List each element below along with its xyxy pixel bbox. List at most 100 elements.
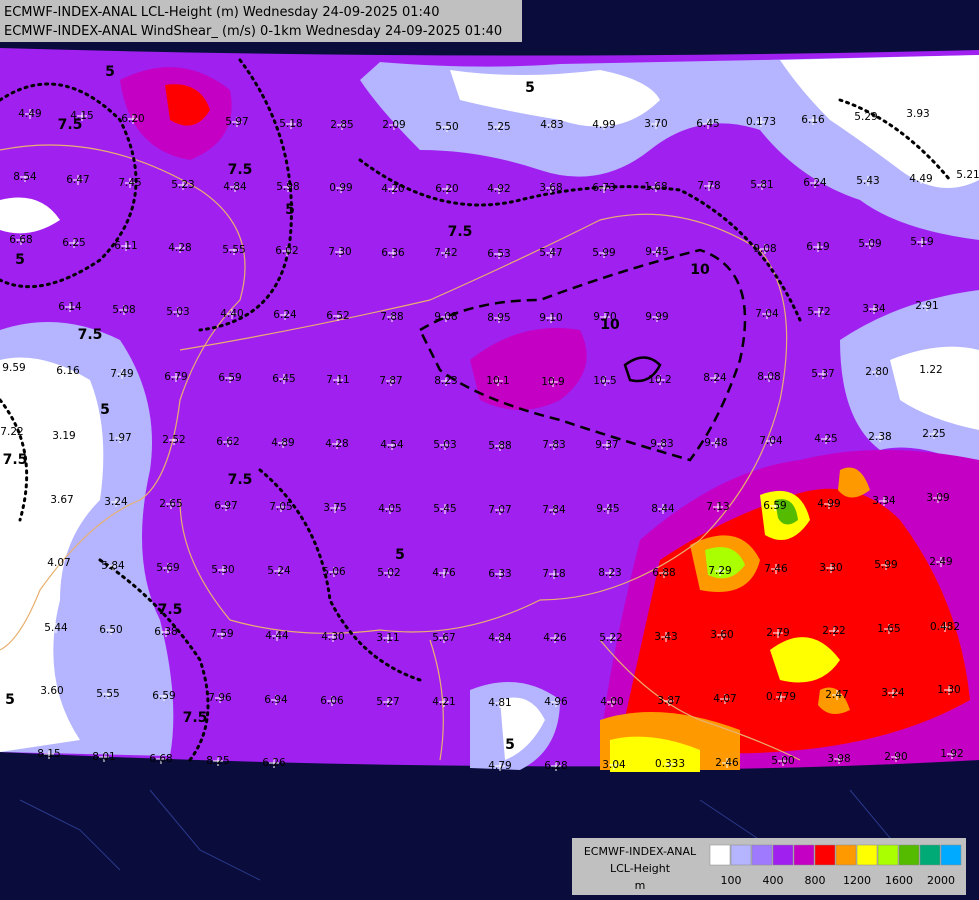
station-marker xyxy=(59,431,69,441)
station-marker xyxy=(119,305,129,315)
station-value: 1.65 xyxy=(877,623,900,635)
station-value: 6.68 xyxy=(9,234,32,246)
station-marker xyxy=(821,434,831,444)
station-marker xyxy=(546,183,556,193)
station-marker xyxy=(869,304,879,314)
legend-tick-label: 2000 xyxy=(927,874,955,887)
station-value: 3.19 xyxy=(52,430,75,442)
station-marker xyxy=(713,502,723,512)
station-marker xyxy=(861,112,871,122)
station-marker xyxy=(916,174,926,184)
station-value: 6.33 xyxy=(488,568,511,580)
contour-label: 5 xyxy=(15,252,25,268)
station-marker xyxy=(832,690,842,700)
station-value: 5.99 xyxy=(592,247,615,259)
legend-swatch xyxy=(730,844,752,866)
contour-label: 5 xyxy=(525,80,535,96)
station-value: 5.50 xyxy=(435,121,458,133)
station-marker xyxy=(332,439,342,449)
station-value: 8.23 xyxy=(434,375,457,387)
station-value: 10.2 xyxy=(648,374,671,386)
station-marker xyxy=(178,180,188,190)
station-marker xyxy=(108,561,118,571)
station-value: 6.11 xyxy=(114,240,137,252)
station-value: 5.84 xyxy=(101,560,125,572)
station-marker xyxy=(933,493,943,503)
legend: 100 400 800 1200 1600 2000 xyxy=(709,844,962,887)
station-marker xyxy=(495,761,505,771)
station-marker xyxy=(704,181,714,191)
basemap-lines xyxy=(19,789,901,881)
station-marker xyxy=(609,760,619,770)
station-value: 5.19 xyxy=(910,236,933,248)
station-marker xyxy=(230,182,240,192)
field-shading xyxy=(0,55,979,772)
station-marker xyxy=(947,749,957,759)
station-value: 9.10 xyxy=(539,312,562,324)
station-marker xyxy=(495,633,505,643)
station-marker xyxy=(389,120,399,130)
station-value: 3.68 xyxy=(539,182,562,194)
station-value: 4.54 xyxy=(380,439,404,451)
station-value: 6.50 xyxy=(99,624,122,636)
station-marker xyxy=(439,697,449,707)
station-value: 5.23 xyxy=(171,179,194,191)
station-marker xyxy=(922,301,932,311)
borders xyxy=(0,144,801,761)
station-value: 3.60 xyxy=(40,685,63,697)
station-marker xyxy=(810,178,820,188)
station-value: 6.47 xyxy=(66,174,89,186)
station-value: 4.44 xyxy=(265,630,289,642)
station-value: 4.49 xyxy=(18,108,41,120)
station-value: 5.99 xyxy=(874,559,897,571)
station-value: 6.14 xyxy=(58,301,82,313)
station-marker xyxy=(808,115,818,125)
station-marker xyxy=(703,119,713,129)
contour-label: 7.5 xyxy=(228,162,253,178)
station-marker xyxy=(223,437,233,447)
station-marker xyxy=(440,504,450,514)
station-marker xyxy=(778,756,788,766)
station-marker xyxy=(286,119,296,129)
station-value: 1.97 xyxy=(108,432,131,444)
station-marker xyxy=(917,237,927,247)
station-marker xyxy=(385,504,395,514)
station-value: 4.76 xyxy=(432,567,456,579)
station-marker xyxy=(103,689,113,699)
station-marker xyxy=(229,245,239,255)
station-value: 4.92 xyxy=(487,183,510,195)
station-marker xyxy=(818,369,828,379)
station-value: 5.44 xyxy=(44,622,68,634)
station-value: 7.05 xyxy=(269,501,292,513)
station-marker xyxy=(439,568,449,578)
station-value: 5.37 xyxy=(811,368,834,380)
station-value: 4.81 xyxy=(488,697,511,709)
station-value: 6.24 xyxy=(273,309,297,321)
contour-labels: 5 7.5 5 7.5 7.5 5 5 7.5 10 10 7.5 5 7.5 7.5 5 5 7.5 5 xyxy=(3,64,710,753)
station-value: 9.08 xyxy=(753,243,776,255)
station-marker xyxy=(776,692,786,702)
station-marker xyxy=(944,685,954,695)
station-marker xyxy=(493,376,503,386)
station-value: 4.49 xyxy=(909,173,932,185)
station-value: 6.45 xyxy=(272,373,295,385)
station-marker xyxy=(171,372,181,382)
station-value: 10.1 xyxy=(486,375,509,387)
station-marker xyxy=(9,363,19,373)
station-marker xyxy=(602,440,612,450)
station-marker xyxy=(283,182,293,192)
station-value: 10.9 xyxy=(541,376,564,388)
station-marker xyxy=(441,312,451,322)
station-marker xyxy=(276,502,286,512)
station-value: 5.47 xyxy=(539,247,562,259)
station-marker xyxy=(269,758,279,768)
station-value: 3.34 xyxy=(862,303,886,315)
contour-label: 7.5 xyxy=(58,117,83,133)
station-value: 4.99 xyxy=(592,119,615,131)
station-value: 2.25 xyxy=(922,428,945,440)
station-value: 8.15 xyxy=(37,748,60,760)
station-value: 6.59 xyxy=(763,500,786,512)
station-value: 5.67 xyxy=(432,632,455,644)
station-value: 7.88 xyxy=(380,311,403,323)
station-marker xyxy=(549,440,559,450)
